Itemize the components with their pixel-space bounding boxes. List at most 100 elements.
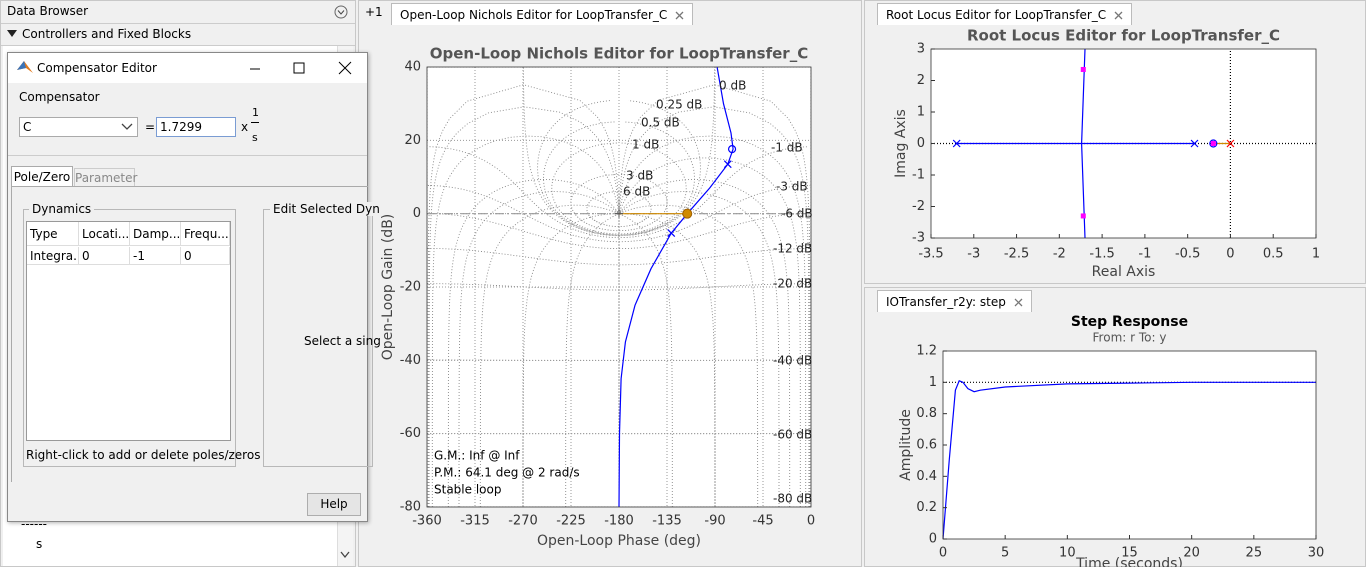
marker-x	[1190, 139, 1199, 148]
contour-label: -20 dB	[773, 277, 812, 291]
tab-selected[interactable]: Pole/Zero	[11, 166, 73, 187]
times: x	[241, 120, 249, 134]
chart-subtitle: From: r To: y	[1093, 331, 1167, 345]
scroll-down[interactable]	[340, 551, 350, 559]
contour-label: 1 dB	[632, 138, 659, 152]
column-header[interactable]: Locati...	[79, 222, 130, 246]
root-locus-chart: -3.5 -3 -2.5 -2 -1.5 -1 -0.5 0 0.5 1-3-2-10123Roo…	[893, 27, 1320, 281]
marker-plus	[615, 209, 623, 218]
contour-label: -6 dB	[781, 207, 813, 221]
x-tick-label: -0.5	[1175, 247, 1200, 262]
column-header[interactable]: Damp...	[130, 222, 181, 246]
x-tick-label: -315	[460, 514, 490, 529]
y-tick-label: -80	[400, 500, 421, 515]
app-icon	[17, 61, 33, 73]
x-tick-label: 5	[1001, 546, 1009, 561]
y-tick-label: 1	[929, 375, 937, 390]
table-cell[interactable]: -1	[130, 247, 181, 265]
x-tick-label: -360	[412, 514, 442, 529]
x-tick-label: -2	[1053, 247, 1066, 262]
tab[interactable]: Parameter	[74, 168, 137, 187]
dynamics-table: TypeLocati...Damp...Frequ...Integra...0-…	[26, 221, 231, 441]
fraction-bar	[251, 122, 259, 123]
y-axis-label: Open-Loop Gain (dB)	[380, 214, 396, 361]
step-panel: IOTransfer_r2y: step 0 5 10 15 20 25 30 0 0.2 0.4…	[864, 287, 1366, 567]
nichols-phase-contour	[618, 135, 807, 507]
preview-den: s	[36, 537, 43, 551]
y-tick-label: 2	[917, 73, 925, 88]
chart-title: Root Locus Editor for LoopTransfer_C	[967, 27, 1280, 45]
annotation: P.M.: 64.1 deg @ 2 rad/s	[434, 466, 580, 480]
section-title: Controllers and Fixed Blocks	[22, 27, 192, 41]
nichols-phase-contour	[522, 213, 619, 507]
table-cell[interactable]: 0	[79, 247, 130, 265]
expand-icon	[7, 30, 17, 37]
group-label: Dynamics	[29, 202, 95, 216]
x-tick-label: -1	[1138, 247, 1151, 262]
step-chart: 0 5 10 15 20 25 30 0 0.2 0.4 0.6 0.8 1 1.2 Step Respon…	[898, 314, 1324, 567]
y-tick-label: 0.4	[916, 469, 937, 484]
tab-label: Open-Loop Nichols Editor for LoopTransfe…	[400, 8, 668, 22]
x-tick-label: 1	[1312, 247, 1320, 262]
edit-hint: Select a sing	[304, 334, 381, 348]
tab-close[interactable]	[1114, 11, 1123, 20]
marker-x	[723, 160, 732, 169]
column-header[interactable]: Frequ...	[181, 222, 230, 246]
y-tick-label: 0.2	[916, 500, 937, 515]
section-header[interactable]: Controllers and Fixed Blocks	[1, 23, 355, 46]
tab[interactable]: Root Locus Editor for LoopTransfer_C	[877, 3, 1133, 25]
plot-frame	[426, 66, 812, 508]
marker-square	[1080, 66, 1086, 72]
marker-o	[1209, 139, 1218, 148]
tab-close[interactable]	[1014, 298, 1023, 307]
marker-x	[667, 229, 676, 238]
y-tick-label: 20	[404, 133, 421, 148]
contour-label: -12 dB	[773, 242, 812, 256]
y-tick-label: 0	[929, 532, 937, 547]
tab[interactable]: Open-Loop Nichols Editor for LoopTransfe…	[391, 3, 694, 25]
root-locus-panel: Root Locus Editor for LoopTransfer_C -3.…	[864, 0, 1366, 284]
contour-label: -3 dB	[776, 180, 808, 194]
separator	[8, 155, 367, 156]
contour-label: 0 dB	[719, 79, 746, 93]
x-axis-label: Real Axis	[1092, 264, 1156, 280]
collapse-button[interactable]	[334, 5, 348, 19]
close[interactable]	[338, 61, 352, 75]
equals: =	[145, 120, 156, 134]
tab[interactable]: IOTransfer_r2y: step	[877, 290, 1032, 312]
nichols-phase-contour	[618, 157, 801, 507]
maximize[interactable]	[292, 61, 306, 75]
contour-label: -1 dB	[771, 141, 803, 155]
y-tick-label: 0.8	[916, 406, 937, 421]
help-button[interactable]: Help	[307, 493, 361, 516]
contour-label: 0.5 dB	[641, 116, 680, 130]
x-tick-label: -225	[556, 514, 586, 529]
series-line	[943, 380, 1316, 539]
tab-add[interactable]: +1	[365, 5, 383, 19]
compensator-select[interactable]: C	[19, 117, 138, 137]
nichols-phase-contour	[619, 213, 716, 507]
minimize[interactable]	[248, 61, 262, 75]
title-bar: Compensator Editor	[8, 53, 367, 83]
denominator: s	[252, 131, 258, 144]
compensator-editor: Compensator Editor Compensator C = 1.729…	[7, 52, 383, 522]
tab-close[interactable]	[675, 11, 684, 20]
x-tick-label: -135	[652, 514, 682, 529]
x-tick-label: 0.5	[1263, 247, 1284, 262]
y-tick-label: 0	[413, 206, 421, 221]
gain-input[interactable]: 1.7299	[156, 117, 236, 137]
contour-label: 6 dB	[623, 185, 650, 199]
nichols-phase-contour	[618, 191, 780, 507]
x-tick-label: -270	[508, 514, 538, 529]
nichols-phase-contour	[458, 191, 620, 507]
x-tick-label: -2.5	[1004, 247, 1029, 262]
table-cell[interactable]: Integra...	[27, 247, 79, 265]
column-header[interactable]: Type	[27, 222, 79, 246]
y-tick-label: 40	[404, 60, 421, 75]
plot-area	[943, 351, 1316, 539]
y-tick-label: -3	[912, 231, 925, 246]
table-cell[interactable]: 0	[181, 247, 230, 265]
marker-x	[1226, 139, 1235, 148]
x-tick-label: 0	[939, 546, 947, 561]
nichols-phase-contour	[618, 106, 810, 507]
